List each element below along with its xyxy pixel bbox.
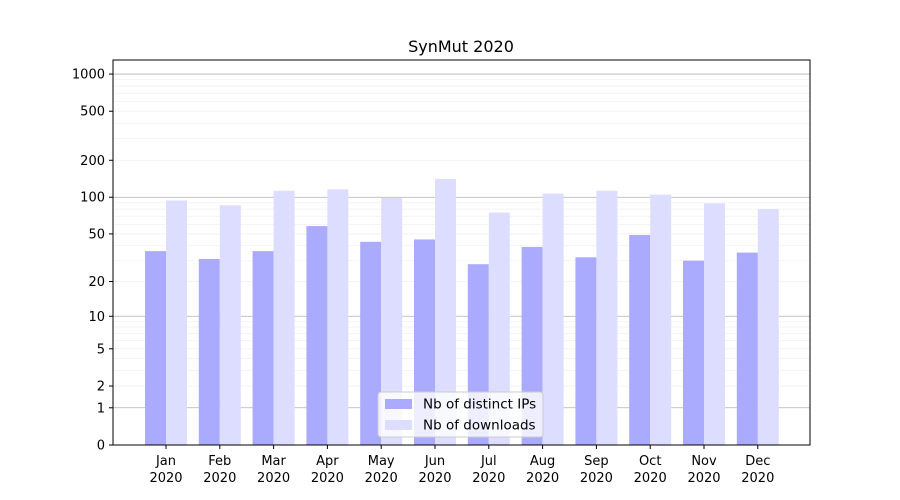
x-tick-label: May	[368, 454, 395, 469]
y-tick-label: 100	[80, 191, 105, 206]
x-tick-year: 2020	[203, 471, 236, 486]
y-tick-label: 5	[97, 342, 105, 357]
bar-distinct-ips	[575, 257, 597, 445]
bar-downloads	[327, 189, 349, 445]
x-tick-label: Mar	[261, 454, 286, 469]
x-tick-label: Feb	[208, 454, 231, 469]
x-tick-label: Jul	[480, 454, 497, 469]
x-tick-label: Nov	[691, 454, 717, 469]
bar-downloads	[273, 190, 295, 445]
legend-swatch	[385, 420, 412, 430]
bar-downloads	[757, 209, 779, 445]
plot-frame	[112, 59, 811, 446]
chart-title: SynMut 2020	[408, 37, 514, 56]
bar-distinct-ips	[360, 241, 382, 445]
bar-downloads	[166, 200, 187, 445]
x-tick-year: 2020	[687, 471, 720, 486]
y-tick-label: 0	[97, 439, 105, 454]
y-tick-label: 500	[80, 105, 105, 120]
bar-downloads	[219, 205, 241, 445]
y-tick-label: 50	[88, 227, 105, 242]
x-tick-year: 2020	[257, 471, 290, 486]
y-tick-label: 20	[88, 275, 105, 290]
x-tick-year: 2020	[526, 471, 559, 486]
x-tick-label: Sep	[584, 454, 609, 469]
x-tick-year: 2020	[418, 471, 451, 486]
x-tick-year: 2020	[149, 471, 182, 486]
bar-downloads	[596, 190, 618, 445]
legend-label: Nb of downloads	[423, 418, 536, 434]
bar-downloads	[704, 203, 725, 445]
bar-downloads	[542, 193, 564, 445]
bar-distinct-ips	[252, 251, 274, 445]
x-tick-year: 2020	[365, 471, 398, 486]
y-tick-label: 200	[80, 154, 105, 169]
bar-downloads	[650, 194, 672, 445]
x-tick-label: Jun	[424, 454, 445, 469]
y-tick-label: 1	[97, 401, 105, 416]
legend-label: Nb of distinct IPs	[423, 397, 536, 413]
bar-downloads	[488, 212, 510, 445]
x-tick-label: Jan	[155, 454, 176, 469]
legend-swatch	[385, 399, 412, 409]
x-tick-year: 2020	[472, 471, 505, 486]
legend-box	[377, 391, 544, 438]
x-tick-year: 2020	[634, 471, 667, 486]
bar-distinct-ips	[629, 234, 651, 445]
x-tick-label: Aug	[530, 454, 555, 469]
x-tick-label: Apr	[316, 454, 339, 469]
x-tick-year: 2020	[741, 471, 774, 486]
y-tick-label: 1000	[72, 68, 105, 83]
bar-distinct-ips	[306, 226, 328, 445]
x-tick-label: Oct	[639, 454, 661, 469]
legend: Nb of distinct IPs Nb of downloads	[377, 391, 544, 438]
bars	[145, 178, 779, 445]
y-tick-label: 10	[88, 310, 105, 325]
x-tick-label: Dec	[745, 454, 770, 469]
bar-distinct-ips	[145, 251, 166, 445]
y-axis: 0 1 2 5 10 20 50 100 200 500 1000	[72, 68, 113, 454]
bar-downloads	[435, 178, 456, 445]
bar-distinct-ips	[198, 258, 220, 445]
x-tick-year: 2020	[311, 471, 344, 486]
x-tick-year: 2020	[580, 471, 613, 486]
y-tick-label: 2	[97, 380, 105, 395]
bar-distinct-ips	[683, 260, 704, 445]
x-axis: Jan 2020 Feb 2020 Mar 2020 Apr 2020 May 2020 Jun 20…	[149, 445, 774, 486]
bar-downloads	[381, 197, 403, 445]
bar-distinct-ips	[736, 252, 758, 445]
